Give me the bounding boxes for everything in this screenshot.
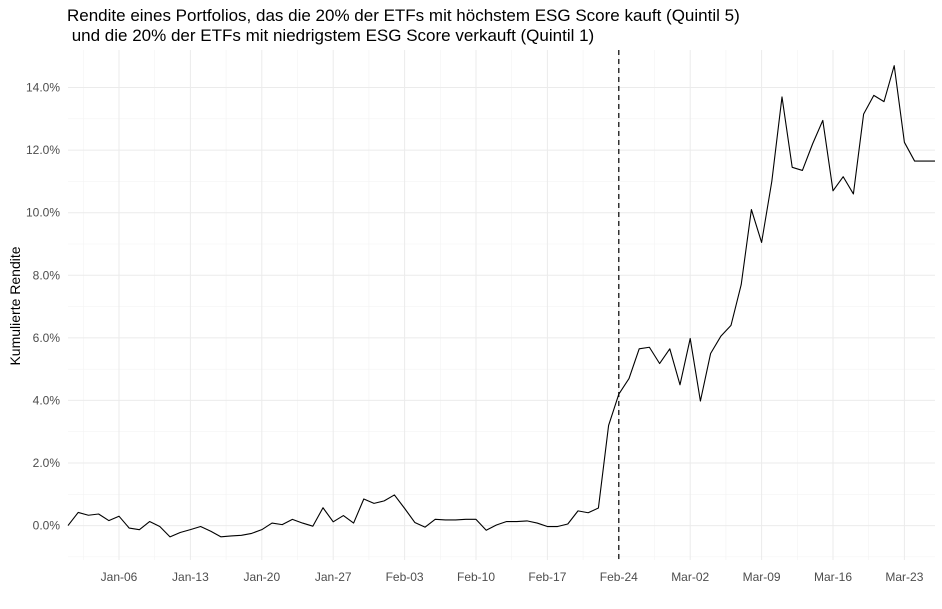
y-tick-label: 8.0% bbox=[33, 268, 61, 282]
minor-gridlines bbox=[68, 50, 935, 560]
cumulative-return-line bbox=[67, 65, 935, 538]
y-tick-label: 10.0% bbox=[26, 206, 60, 220]
y-axis-title: Kumulierte Rendite bbox=[7, 246, 23, 365]
y-tick-label: 4.0% bbox=[33, 393, 61, 407]
x-tick-label: Mar-16 bbox=[814, 570, 852, 584]
x-tick-label: Feb-24 bbox=[600, 570, 638, 584]
x-tick-label: Jan-20 bbox=[243, 570, 280, 584]
x-tick-label: Mar-23 bbox=[885, 570, 923, 584]
y-tick-label: 2.0% bbox=[33, 456, 61, 470]
major-gridlines bbox=[68, 50, 935, 560]
x-tick-label: Feb-17 bbox=[528, 570, 566, 584]
y-tick-label: 0.0% bbox=[33, 519, 61, 533]
x-axis-tick-labels: Jan-06 Jan-13 Jan-20 Jan-27 Feb-03 Feb-10 Feb-… bbox=[101, 570, 924, 584]
x-tick-label: Feb-10 bbox=[457, 570, 495, 584]
chart-title-line-2: und die 20% der ETFs mit niedrigstem ESG… bbox=[67, 26, 595, 45]
chart-title: Rendite eines Portfolios, das die 20% de… bbox=[67, 6, 740, 46]
x-tick-label: Mar-09 bbox=[743, 570, 781, 584]
x-tick-label: Feb-03 bbox=[386, 570, 424, 584]
y-axis-tick-labels: 0.0% 2.0% 4.0% 6.0% 8.0% 10.0% 12.0% 14.0% bbox=[26, 81, 60, 533]
y-tick-label: 6.0% bbox=[33, 331, 61, 345]
x-tick-label: Jan-06 bbox=[101, 570, 138, 584]
x-tick-label: Mar-02 bbox=[671, 570, 709, 584]
x-tick-label: Jan-13 bbox=[172, 570, 209, 584]
x-tick-label: Jan-27 bbox=[315, 570, 352, 584]
chart-title-line-1: Rendite eines Portfolios, das die 20% de… bbox=[67, 6, 740, 25]
y-tick-label: 12.0% bbox=[26, 143, 60, 157]
y-tick-label: 14.0% bbox=[26, 81, 60, 95]
